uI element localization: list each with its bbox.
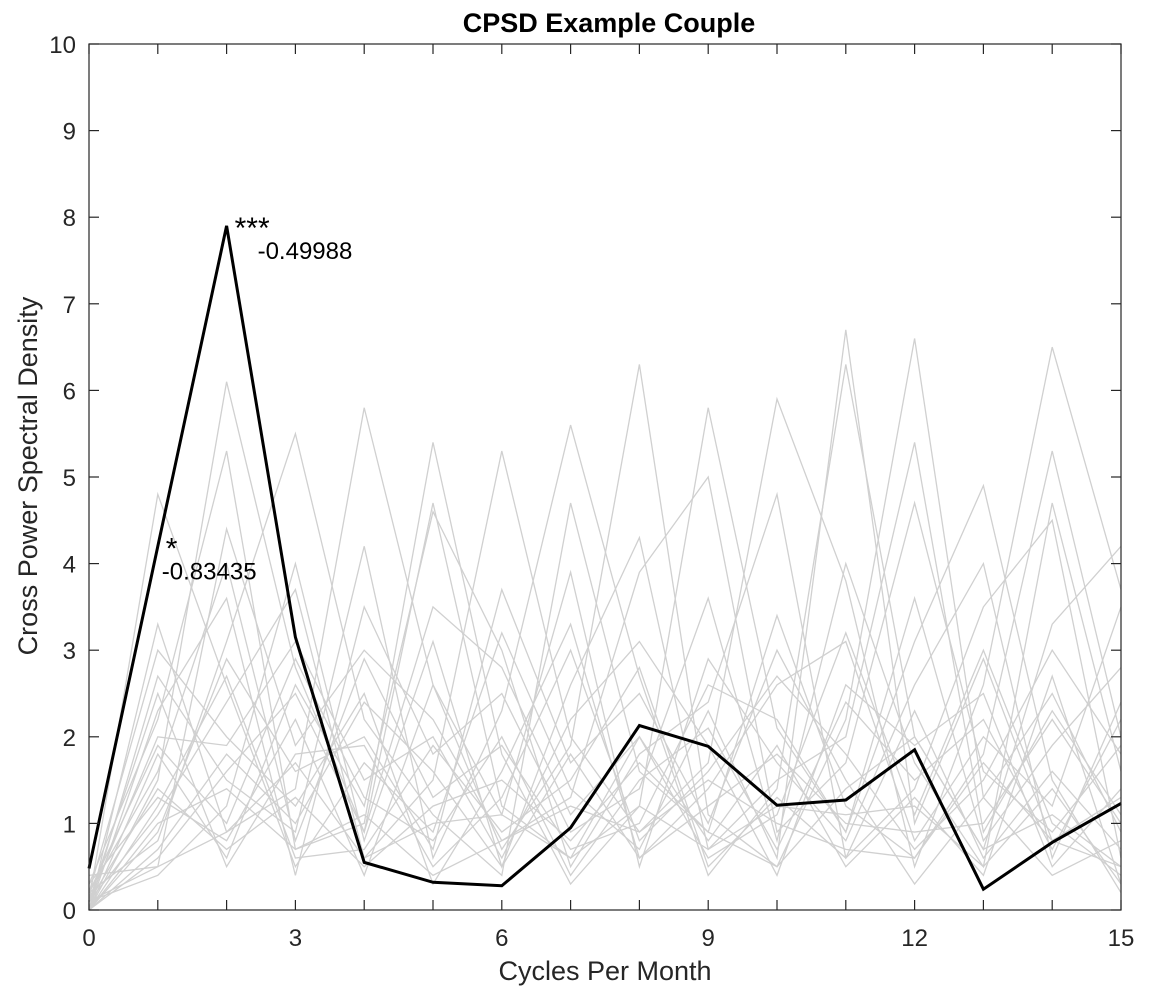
background-series-line-19	[88, 657, 1122, 893]
background-series-line-18	[88, 666, 1122, 911]
background-series-line-5	[88, 346, 1122, 902]
y-tick-label: 6	[63, 378, 76, 405]
background-series-line-13	[88, 587, 1122, 911]
annotations-group: ***-0.49988 *-0.83435	[162, 212, 353, 585]
x-tick-label: 9	[702, 925, 715, 952]
background-series-line-15	[88, 561, 1122, 894]
background-series-line-4	[88, 407, 1122, 894]
y-tick-label: 0	[63, 898, 76, 925]
significance-marker: ***	[235, 212, 270, 245]
background-series-line-20	[88, 701, 1122, 911]
main-series-group	[87, 225, 1122, 892]
annotation-value: -0.83435	[162, 558, 257, 585]
background-series-line-10	[88, 442, 1122, 902]
background-series-line-22	[88, 761, 1122, 911]
background-series-line-12	[88, 561, 1122, 885]
y-tick-label: 5	[63, 465, 76, 492]
background-series-line-9	[88, 606, 1122, 893]
y-tick-label: 2	[63, 725, 76, 752]
y-tick-label: 1	[63, 811, 76, 838]
y-tick-label: 4	[63, 552, 76, 579]
y-tick-label: 7	[63, 292, 76, 319]
y-axis-label: Cross Power Spectral Density	[13, 296, 43, 655]
background-series-line-17	[88, 648, 1122, 902]
significance-marker: *	[166, 532, 178, 565]
x-tick-label: 3	[289, 925, 302, 952]
x-tick-label: 15	[1108, 925, 1135, 952]
background-series-line-2	[88, 431, 1122, 894]
y-tick-label: 10	[49, 32, 76, 59]
chart-title: CPSD Example Couple	[463, 8, 756, 38]
main-series-line	[87, 225, 1122, 892]
background-series-line-23	[88, 761, 1122, 902]
y-tick-label: 9	[63, 119, 76, 146]
background-series-group	[88, 329, 1122, 911]
annotation-value: -0.49988	[258, 238, 353, 265]
x-tick-label: 12	[901, 925, 928, 952]
background-series-line-21	[88, 735, 1122, 902]
x-tick-label: 6	[495, 925, 508, 952]
x-tick-label: 0	[82, 925, 95, 952]
x-axis-label: Cycles Per Month	[498, 956, 711, 986]
y-tick-label: 3	[63, 638, 76, 665]
y-tick-label: 8	[63, 205, 76, 232]
